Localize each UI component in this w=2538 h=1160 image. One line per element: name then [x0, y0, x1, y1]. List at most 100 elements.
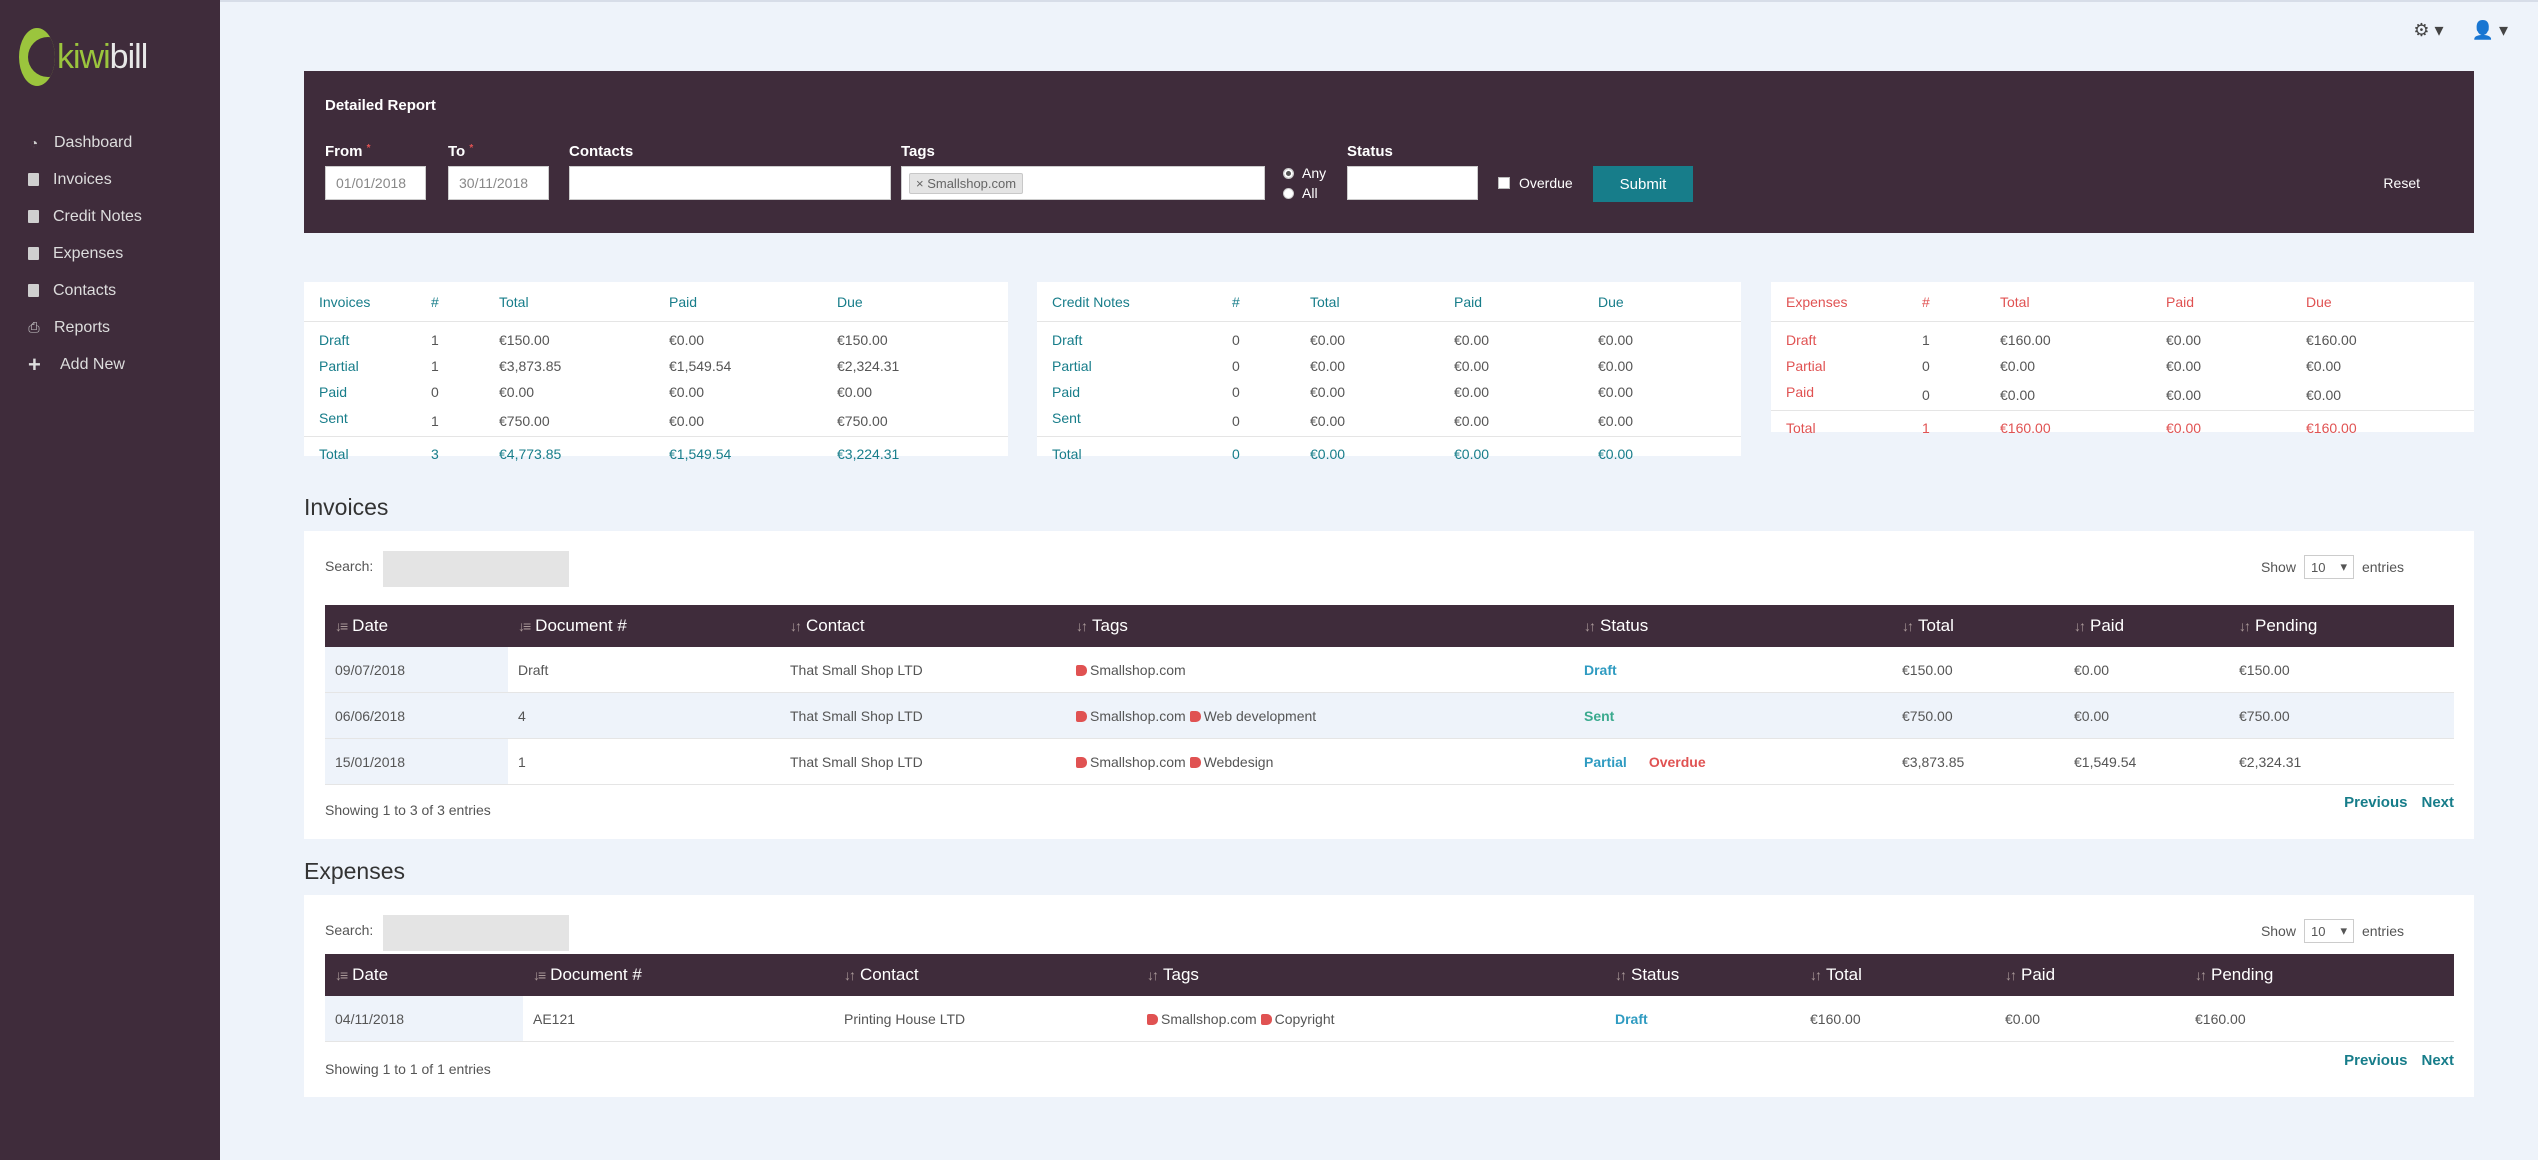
table-row[interactable]: 15/01/2018 1 That Small Shop LTD Smallsh…: [325, 738, 2454, 785]
column-header-tags[interactable]: ↓↑ Tags: [1076, 616, 1128, 635]
sort-icon: ↓↑: [1076, 618, 1088, 634]
expenses-table: ↓≡ Date ↓≡ Document # ↓↑ Contact ↓↑ Tags ↓↑ S…: [325, 954, 2454, 1042]
expenses-search-input[interactable]: [383, 915, 569, 951]
tag-icon: [1076, 710, 1087, 722]
column-header-total[interactable]: ↓↑ Total: [1810, 965, 1862, 984]
expenses-panel: Search: Show 10 ▾ entries ↓≡ Date ↓≡ Docume…: [304, 895, 2474, 1097]
tags-cell: Smallshop.com Web development: [1066, 692, 1574, 739]
column-header-paid[interactable]: ↓↑ Paid: [2074, 616, 2125, 635]
to-date-input[interactable]: 30/11/2018: [448, 166, 549, 200]
column-header-date[interactable]: ↓≡ Date: [335, 965, 389, 984]
summary-row-sent: Sent 0 €0.00 €0.00 €0.00: [1052, 410, 1634, 429]
contact-icon: [28, 284, 39, 297]
column-header-tags[interactable]: ↓↑ Tags: [1147, 965, 1199, 984]
status-input[interactable]: [1347, 166, 1478, 200]
previous-page-link[interactable]: Previous: [2344, 794, 2408, 811]
summary-row-sent: Sent 1 €750.00 €0.00 €750.00: [319, 410, 888, 429]
radio-all[interactable]: All: [1283, 185, 1318, 201]
tags-cell: Smallshop.com: [1066, 647, 1574, 693]
detailed-report-panel: Detailed Report From * 01/01/2018 To * 3…: [304, 71, 2474, 233]
page-length-control: Show 10 ▾ entries: [2261, 919, 2404, 943]
print-icon: ⎙: [28, 319, 40, 335]
summary-total-row: Total 3 €4,773.85 €1,549.54 €3,224.31: [304, 436, 1008, 471]
submit-button[interactable]: Submit: [1593, 166, 1693, 202]
next-page-link[interactable]: Next: [2421, 1052, 2454, 1069]
sort-icon: ↓↑: [1810, 967, 1822, 983]
kiwibill-logo[interactable]: kiwibill: [19, 28, 149, 86]
logo-text-bill: bill: [109, 37, 149, 76]
table-row[interactable]: 04/11/2018 AE121 Printing House LTD Smal…: [325, 996, 2454, 1042]
column-header-document[interactable]: ↓≡ Document #: [533, 965, 642, 984]
summary-row-draft: Draft 1 €160.00 €0.00 €160.00: [1786, 332, 2357, 348]
summary-row-partial: Partial 0 €0.00 €0.00 €0.00: [1052, 358, 1634, 374]
sidebar-item-credit-notes[interactable]: Credit Notes: [0, 198, 220, 235]
document-icon: [28, 173, 39, 186]
summary-credit-notes-table: Credit Notes # Total Paid Due Draft 0 €0…: [1037, 282, 1741, 471]
from-date-input[interactable]: 01/01/2018: [325, 166, 426, 200]
settings-gear-icon[interactable]: ⚙ ▾: [2413, 20, 2444, 40]
sort-icon: ↓≡: [335, 967, 348, 983]
sort-icon: ↓↑: [844, 967, 856, 983]
logo-text-kiwi: kiwi: [57, 37, 111, 76]
pagination: Previous Next: [2344, 1052, 2454, 1069]
sidebar-item-label: Credit Notes: [53, 207, 142, 225]
table-info: Showing 1 to 3 of 3 entries: [325, 802, 491, 818]
column-header-total[interactable]: ↓↑ Total: [1902, 616, 1954, 635]
column-header-pending[interactable]: ↓↑ Pending: [2195, 965, 2274, 984]
column-header-contact[interactable]: ↓↑ Contact: [790, 616, 865, 635]
table-row[interactable]: 09/07/2018 Draft That Small Shop LTD Sma…: [325, 647, 2454, 693]
sidebar-item-dashboard[interactable]: ◔ Dashboard: [0, 124, 220, 161]
sidebar-item-add-new[interactable]: + Add New: [0, 346, 220, 383]
column-header-date[interactable]: ↓≡ Date: [335, 616, 389, 635]
next-page-link[interactable]: Next: [2421, 794, 2454, 811]
sort-icon: ↓↑: [1615, 967, 1627, 983]
tags-input[interactable]: × Smallshop.com: [901, 166, 1265, 200]
sidebar-item-expenses[interactable]: Expenses: [0, 235, 220, 272]
table-info: Showing 1 to 1 of 1 entries: [325, 1061, 491, 1077]
table-header-row: ↓≡ Date ↓≡ Document # ↓↑ Contact ↓↑ Tags ↓↑ S…: [325, 605, 2454, 647]
sidebar-item-label: Invoices: [53, 170, 112, 188]
tags-label: Tags: [901, 143, 935, 160]
summary-row-draft: Draft 1 €150.00 €0.00 €150.00: [319, 332, 888, 348]
status-badge: Sent: [1584, 707, 1615, 724]
tag-chip-smallshop[interactable]: × Smallshop.com: [909, 172, 1024, 194]
invoices-search-input[interactable]: [383, 551, 569, 587]
column-header-status[interactable]: ↓↑ Status: [1584, 616, 1649, 635]
contacts-input[interactable]: [569, 166, 891, 200]
summary-row-partial: Partial 0 €0.00 €0.00 €0.00: [1786, 358, 2342, 374]
column-header-paid[interactable]: ↓↑ Paid: [2005, 965, 2056, 984]
overdue-badge: Overdue: [1648, 753, 1706, 770]
column-header-pending[interactable]: ↓↑ Pending: [2239, 616, 2318, 635]
summary-header-row: Expenses # Total Paid Due: [1771, 282, 2474, 322]
chevron-down-icon: ▾: [2340, 559, 2347, 574]
column-header-contact[interactable]: ↓↑ Contact: [844, 965, 919, 984]
sidebar-item-label: Dashboard: [54, 133, 133, 151]
tags-cell: Smallshop.com Copyright: [1137, 996, 1605, 1042]
page-length-select[interactable]: 10 ▾: [2303, 555, 2354, 579]
sidebar-item-label: Add New: [60, 355, 125, 373]
radio-any[interactable]: Any: [1283, 165, 1326, 181]
sidebar-item-invoices[interactable]: Invoices: [0, 161, 220, 198]
summary-row-paid: Paid 0 €0.00 €0.00 €0.00: [319, 384, 873, 400]
sidebar-item-reports[interactable]: ⎙ Reports: [0, 309, 220, 346]
previous-page-link[interactable]: Previous: [2344, 1052, 2408, 1069]
summary-invoices-card: Invoices # Total Paid Due Draft 1 €150.0…: [304, 282, 1008, 471]
reset-link[interactable]: Reset: [2383, 175, 2420, 191]
sort-icon: ↓↑: [2195, 967, 2207, 983]
document-icon: [28, 210, 39, 223]
page-length-select[interactable]: 10 ▾: [2303, 919, 2354, 943]
status-badge: Partial: [1584, 753, 1627, 770]
overdue-checkbox[interactable]: Overdue: [1498, 175, 1573, 191]
column-header-document[interactable]: ↓≡ Document #: [518, 616, 627, 635]
user-menu-icon[interactable]: 👤 ▾: [2471, 20, 2508, 40]
sort-icon: ↓≡: [335, 618, 348, 634]
sort-icon: ↓↑: [1902, 618, 1914, 634]
status-label: Status: [1347, 143, 1393, 160]
dashboard-icon: ◔: [29, 134, 39, 151]
sidebar-item-contacts[interactable]: Contacts: [0, 272, 220, 309]
table-row[interactable]: 06/06/2018 4 That Small Shop LTD Smallsh…: [325, 692, 2454, 739]
top-border: [0, 0, 2538, 2]
column-header-status[interactable]: ↓↑ Status: [1615, 965, 1680, 984]
summary-credit-notes-card: Credit Notes # Total Paid Due Draft 0 €0…: [1037, 282, 1741, 471]
sidebar-item-label: Contacts: [53, 281, 117, 299]
